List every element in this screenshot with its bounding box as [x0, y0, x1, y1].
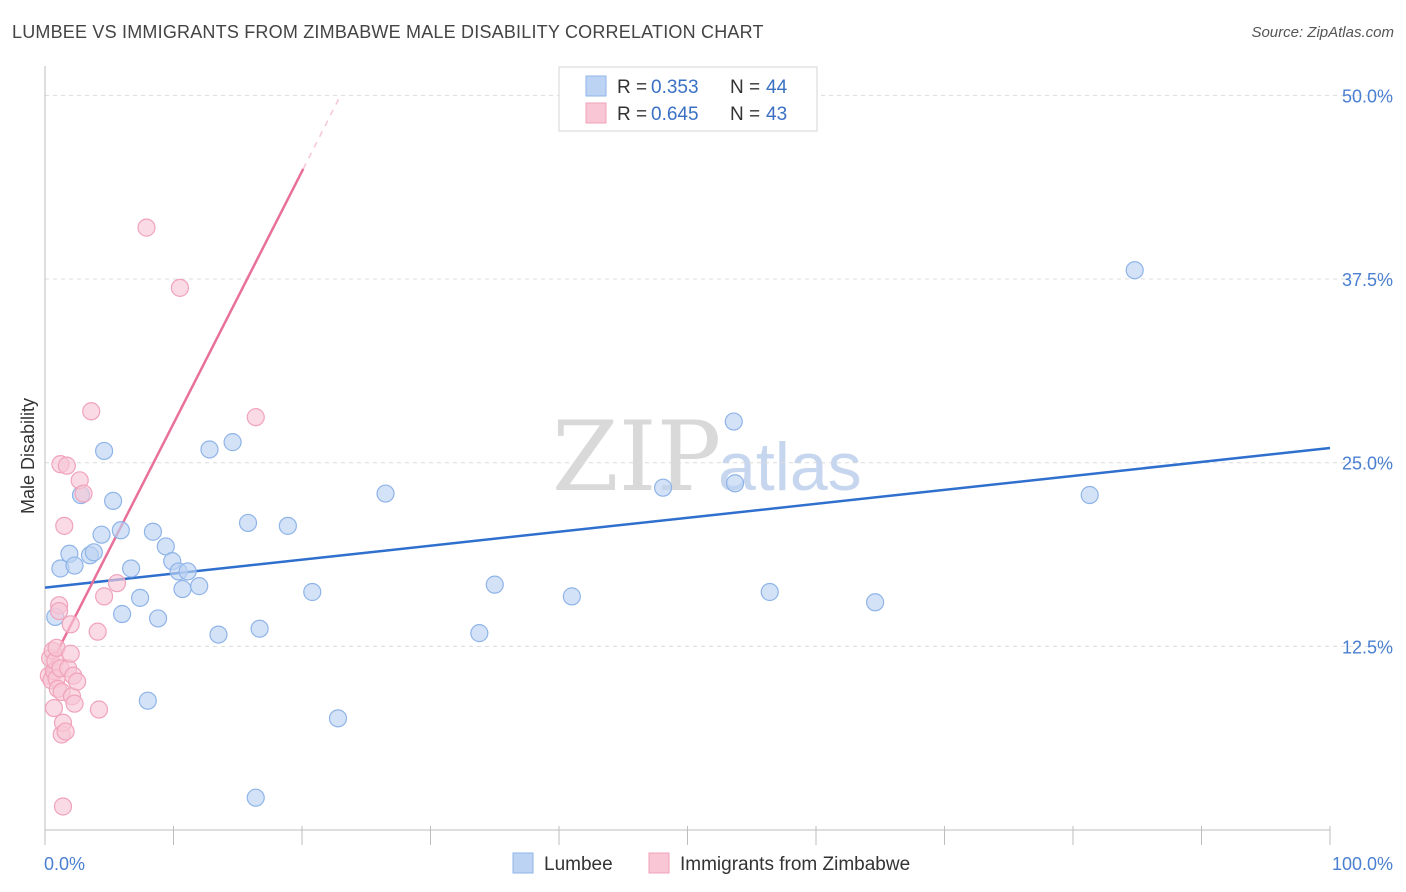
- data-point: [485, 575, 504, 594]
- data-point: [65, 556, 84, 575]
- data-point: [89, 700, 109, 719]
- axes: [44, 66, 1331, 845]
- data-point: [121, 559, 141, 578]
- watermark: ZIP atlas: [552, 401, 862, 513]
- watermark-zip: ZIP: [552, 401, 721, 513]
- legend-r-value-2: 0.645: [651, 104, 699, 125]
- legend-swatch-zimbabwe: [585, 102, 607, 124]
- data-point: [82, 402, 101, 421]
- trend-line-zimbabwe: [43, 168, 305, 677]
- bottom-legend-label-zimbabwe: Immigrants from Zimbabwe: [680, 854, 910, 875]
- x-tick-label: 0.0%: [44, 854, 85, 874]
- x-tick-labels: 0.0% 100.0%: [44, 854, 1393, 874]
- bottom-legend: Lumbee Immigrants from Zimbabwe: [512, 852, 910, 875]
- data-point: [303, 582, 322, 602]
- y-tick-label: 37.5%: [1342, 270, 1393, 290]
- y-tick-label: 12.5%: [1342, 637, 1393, 657]
- trend-lines: [43, 95, 1331, 677]
- data-point: [95, 587, 114, 606]
- data-point: [55, 516, 74, 535]
- legend-r-label-1: R =: [617, 77, 647, 98]
- y-tick-label: 50.0%: [1342, 86, 1393, 106]
- legend-swatch-lumbee: [585, 75, 607, 97]
- data-point: [1080, 485, 1099, 505]
- legend-n-label-2: N =: [730, 104, 760, 125]
- trend-line-dashed-zimbabwe: [302, 95, 342, 170]
- y-tick-label: 25.0%: [1342, 454, 1393, 474]
- data-point: [92, 525, 111, 544]
- legend-n-value-2: 43: [766, 104, 787, 125]
- data-point: [95, 441, 114, 461]
- bottom-legend-label-lumbee: Lumbee: [544, 854, 613, 875]
- data-point: [250, 619, 269, 638]
- data-point: [178, 562, 197, 581]
- series-lumbee: [46, 261, 1144, 807]
- data-point: [190, 577, 209, 596]
- data-point: [376, 484, 395, 503]
- data-point: [724, 412, 743, 431]
- data-point: [246, 408, 265, 427]
- data-point: [107, 574, 127, 593]
- data-point: [88, 622, 107, 641]
- data-point: [57, 456, 76, 475]
- data-point: [138, 691, 157, 710]
- data-point: [84, 543, 103, 562]
- data-point: [104, 491, 123, 510]
- trend-line-lumbee: [44, 446, 1331, 589]
- x-tick-label: 100.0%: [1332, 854, 1393, 874]
- data-point: [470, 624, 489, 643]
- data-point: [173, 579, 192, 599]
- y-axis-label: Male Disability: [18, 398, 38, 514]
- data-point: [653, 478, 673, 497]
- data-point: [130, 588, 150, 607]
- legend-n-label-1: N =: [730, 77, 760, 98]
- data-point: [725, 474, 745, 493]
- data-point: [68, 672, 87, 691]
- data-point: [112, 604, 132, 624]
- data-point: [760, 582, 779, 602]
- data-point: [53, 797, 73, 816]
- data-point: [143, 522, 163, 541]
- data-point: [56, 722, 75, 741]
- data-point: [200, 440, 219, 459]
- data-point: [111, 521, 130, 540]
- bottom-legend-swatch-lumbee: [512, 852, 534, 874]
- data-point: [562, 587, 581, 606]
- data-point: [74, 484, 93, 503]
- data-point: [238, 513, 258, 533]
- data-point: [170, 278, 190, 297]
- y-tick-labels: 12.5% 25.0% 37.5% 50.0%: [1342, 86, 1393, 657]
- watermark-atlas: atlas: [718, 429, 862, 505]
- data-point: [61, 615, 80, 634]
- data-point: [50, 601, 69, 621]
- data-point: [328, 709, 348, 728]
- legend-n-value-1: 44: [766, 77, 788, 98]
- data-point: [61, 644, 80, 663]
- legend-r-value-1: 0.353: [651, 77, 699, 98]
- data-point: [65, 694, 84, 713]
- data-point: [44, 698, 64, 718]
- data-point: [1125, 261, 1144, 280]
- data-points: [39, 218, 1144, 816]
- data-point: [148, 609, 168, 628]
- data-point: [866, 593, 885, 612]
- data-point: [246, 788, 265, 807]
- bottom-legend-swatch-zimbabwe: [648, 852, 670, 874]
- series-zimbabwe: [39, 218, 265, 816]
- data-point: [137, 218, 156, 237]
- gridlines: [45, 94, 1392, 647]
- data-point: [209, 625, 228, 644]
- data-point: [223, 433, 242, 452]
- data-point: [278, 516, 297, 535]
- legend-r-label-2: R =: [617, 104, 647, 125]
- legend: R = 0.353 N = 44 R = 0.645 N = 43: [558, 66, 818, 132]
- chart-title: LUMBEE VS IMMIGRANTS FROM ZIMBABWE MALE …: [12, 22, 764, 42]
- source-label: Source: ZipAtlas.com: [1251, 24, 1394, 41]
